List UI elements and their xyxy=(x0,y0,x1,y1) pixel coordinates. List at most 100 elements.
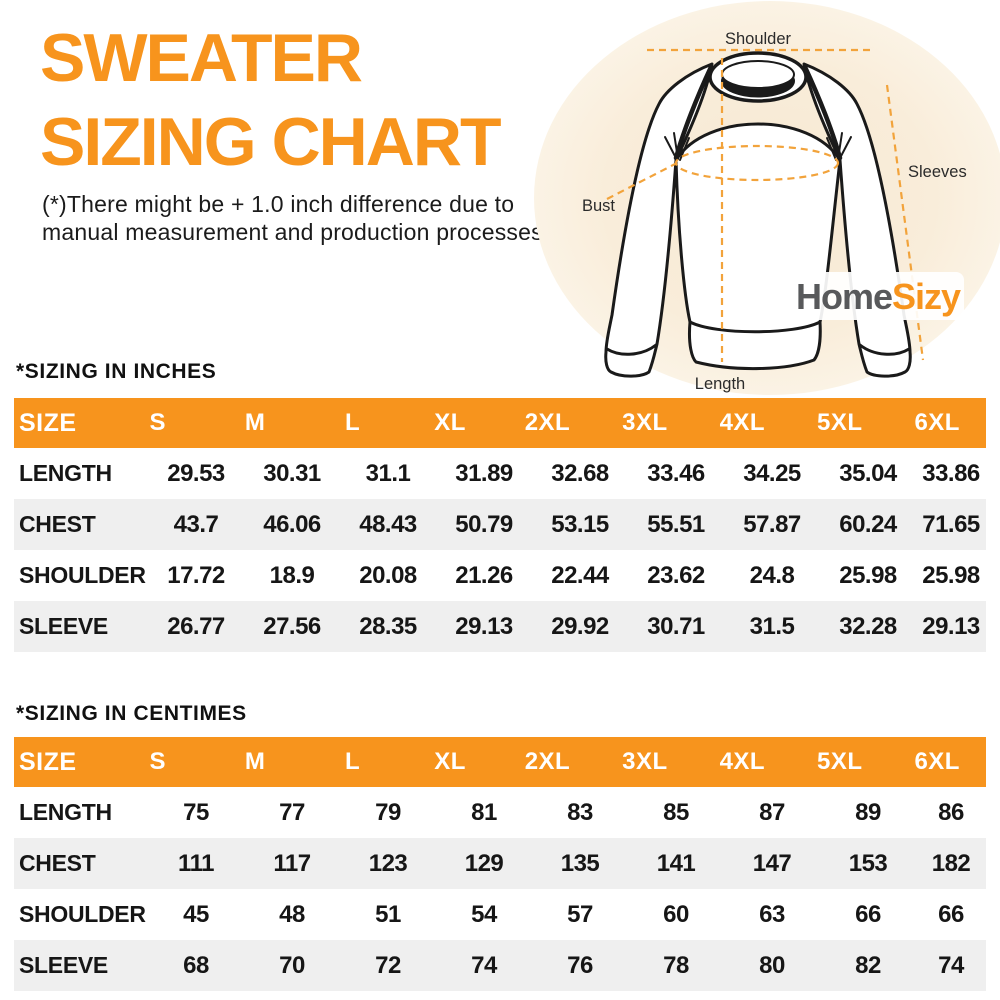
size-value: 33.86 xyxy=(922,459,980,487)
logo-part-home: Home xyxy=(796,276,892,317)
disclaimer-line1: (*)There might be + 1.0 inch difference … xyxy=(42,191,515,217)
row-label: CHEST xyxy=(19,511,96,537)
size-value: 182 xyxy=(931,849,971,877)
size-value: 129 xyxy=(464,849,504,877)
size-value: 80 xyxy=(759,951,785,979)
size-value: 55.51 xyxy=(647,510,705,538)
table-row: SLEEVE 68 70 72 74 76 78 80 82 74 xyxy=(14,940,986,991)
size-value: 32.28 xyxy=(839,612,897,640)
size-value: 25.98 xyxy=(922,561,980,589)
size-value: 31.89 xyxy=(455,459,513,487)
size-value: 29.13 xyxy=(922,612,980,640)
size-value: 33.46 xyxy=(647,459,705,487)
size-value: 27.56 xyxy=(263,612,321,640)
size-value: 24.8 xyxy=(749,561,795,589)
sizing-table-centimes: SIZE S M L XL 2XL 3XL 4XL 5XL 6XL LENGTH 75 77 79 81 83… xyxy=(14,737,986,991)
table-row: CHEST 111 117 123 129 135 141 147 153 182 xyxy=(14,838,986,889)
size-value: 30.71 xyxy=(647,612,705,640)
size-value: 75 xyxy=(183,798,209,826)
size-value: 50.79 xyxy=(455,510,513,538)
size-value: 17.72 xyxy=(167,561,225,589)
bust-label: Bust xyxy=(582,197,615,215)
size-value: 54 xyxy=(471,900,497,928)
size-value: 43.7 xyxy=(173,510,219,538)
column-header: XL xyxy=(434,748,466,775)
logo-part-sizy: Sizy xyxy=(892,276,961,317)
column-header: 2XL xyxy=(524,409,571,436)
size-value: 30.31 xyxy=(263,459,321,487)
size-value: 72 xyxy=(375,951,401,979)
column-header: M xyxy=(244,748,266,775)
size-value: 45 xyxy=(183,900,209,928)
collar-inner xyxy=(721,60,795,89)
logo-background xyxy=(792,272,964,320)
column-header: 6XL xyxy=(914,409,960,436)
size-value: 21.26 xyxy=(455,561,513,589)
column-header: 4XL xyxy=(719,748,766,775)
row-label: SLEEVE xyxy=(19,952,108,978)
table-row: SLEEVE 26.77 27.56 28.35 29.13 29.92 30.71 31.5… xyxy=(14,601,986,652)
size-value: 34.25 xyxy=(743,459,801,487)
right-raglan-seam xyxy=(802,64,843,161)
size-value: 66 xyxy=(855,900,881,928)
column-header: M xyxy=(244,409,266,436)
column-header: L xyxy=(345,409,361,436)
size-value: 57 xyxy=(567,900,593,928)
size-value: 74 xyxy=(471,951,497,979)
page-title-line2: SIZING CHART xyxy=(40,104,502,180)
column-header: 3XL xyxy=(622,748,668,775)
column-header-size: SIZE xyxy=(19,408,77,437)
size-value: 53.15 xyxy=(551,510,609,538)
disclaimer-line2: manual measurement and production proces… xyxy=(42,219,543,245)
disclaimer-note: (*)There might be + 1.0 inch difference … xyxy=(42,190,543,246)
table-row: SHOULDER 17.72 18.9 20.08 21.26 22.44 23.62 24.… xyxy=(14,550,986,601)
column-header-size: SIZE xyxy=(19,747,77,776)
column-header: 6XL xyxy=(914,748,960,775)
size-value: 68 xyxy=(183,951,209,979)
size-value: 35.04 xyxy=(839,459,897,487)
page-title: SWEATER SIZING CHART xyxy=(40,16,502,184)
size-value: 20.08 xyxy=(359,561,417,589)
sleeves-label: Sleeves xyxy=(908,163,967,181)
page-title-line1: SWEATER xyxy=(40,20,363,96)
size-value: 66 xyxy=(938,900,964,928)
size-value: 83 xyxy=(567,798,593,826)
row-label: SLEEVE xyxy=(19,613,108,639)
column-header: S xyxy=(149,409,166,436)
size-value: 77 xyxy=(279,798,305,826)
row-label: SHOULDER xyxy=(19,562,146,588)
sizing-table-inches: SIZE S M L XL 2XL 3XL 4XL 5XL 6XL LENGTH 29.53 30.31… xyxy=(14,398,986,652)
size-value: 123 xyxy=(368,849,408,877)
column-header: 3XL xyxy=(622,409,668,436)
size-value: 82 xyxy=(855,951,881,979)
size-value: 28.35 xyxy=(359,612,417,640)
size-value: 46.06 xyxy=(263,510,321,538)
size-value: 48.43 xyxy=(359,510,417,538)
sweater-diagram: Shoulder Sleeves Bust Length HomeSizy xyxy=(534,1,1000,395)
size-value: 147 xyxy=(752,849,792,877)
size-value: 29.53 xyxy=(167,459,225,487)
size-value: 51 xyxy=(375,900,401,928)
size-value: 23.62 xyxy=(647,561,705,589)
size-value: 60 xyxy=(663,900,689,928)
size-value: 81 xyxy=(471,798,497,826)
size-value: 153 xyxy=(848,849,888,877)
table-row: LENGTH 75 77 79 81 83 85 87 89 86 xyxy=(14,787,986,838)
size-value: 29.13 xyxy=(455,612,513,640)
row-label: LENGTH xyxy=(19,460,112,486)
size-value: 89 xyxy=(855,798,881,826)
row-label: CHEST xyxy=(19,850,96,876)
size-value: 26.77 xyxy=(167,612,225,640)
column-header: 5XL xyxy=(817,748,863,775)
column-header: 2XL xyxy=(524,748,571,775)
column-header: 5XL xyxy=(817,409,863,436)
size-value: 22.44 xyxy=(551,561,609,589)
hem-line xyxy=(688,320,822,334)
size-value: 60.24 xyxy=(839,510,897,538)
size-value: 135 xyxy=(560,849,600,877)
size-value: 25.98 xyxy=(839,561,897,589)
size-value: 78 xyxy=(663,951,689,979)
size-value: 87 xyxy=(759,798,785,826)
section-title-centimes: *SIZING IN CENTIMES xyxy=(16,702,247,725)
